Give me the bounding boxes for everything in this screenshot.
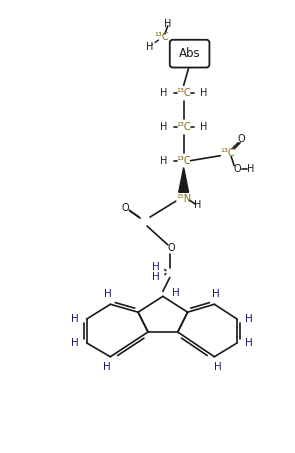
FancyBboxPatch shape [170,40,209,67]
Text: H: H [194,200,201,210]
Text: O: O [168,243,176,253]
Text: H: H [160,88,168,98]
Text: H: H [160,156,168,166]
Text: ¹⁵N: ¹⁵N [176,194,191,204]
Text: H: H [104,289,112,299]
Text: H: H [152,271,160,281]
Text: H: H [146,42,154,52]
Text: ¹³C: ¹³C [176,122,191,132]
Text: O: O [122,203,129,213]
Text: H: H [160,122,168,132]
Text: H: H [200,122,207,132]
Text: H: H [71,338,78,348]
Polygon shape [179,168,189,193]
Text: H: H [71,314,78,324]
Text: H: H [212,289,220,299]
Text: H: H [245,338,253,348]
Text: ¹³C: ¹³C [176,88,191,98]
Text: H: H [172,289,180,299]
Text: O: O [233,164,241,173]
Text: H: H [164,19,171,29]
Text: H: H [152,262,160,272]
Text: H: H [103,361,110,371]
Text: H: H [245,314,253,324]
Text: ¹³C: ¹³C [220,148,235,158]
Text: H: H [214,361,222,371]
Text: Abs: Abs [179,47,200,60]
Text: ¹³C: ¹³C [155,32,169,42]
Text: H: H [247,164,255,173]
Text: H: H [200,88,207,98]
Text: O: O [237,134,245,144]
Text: ¹³C: ¹³C [176,156,191,166]
